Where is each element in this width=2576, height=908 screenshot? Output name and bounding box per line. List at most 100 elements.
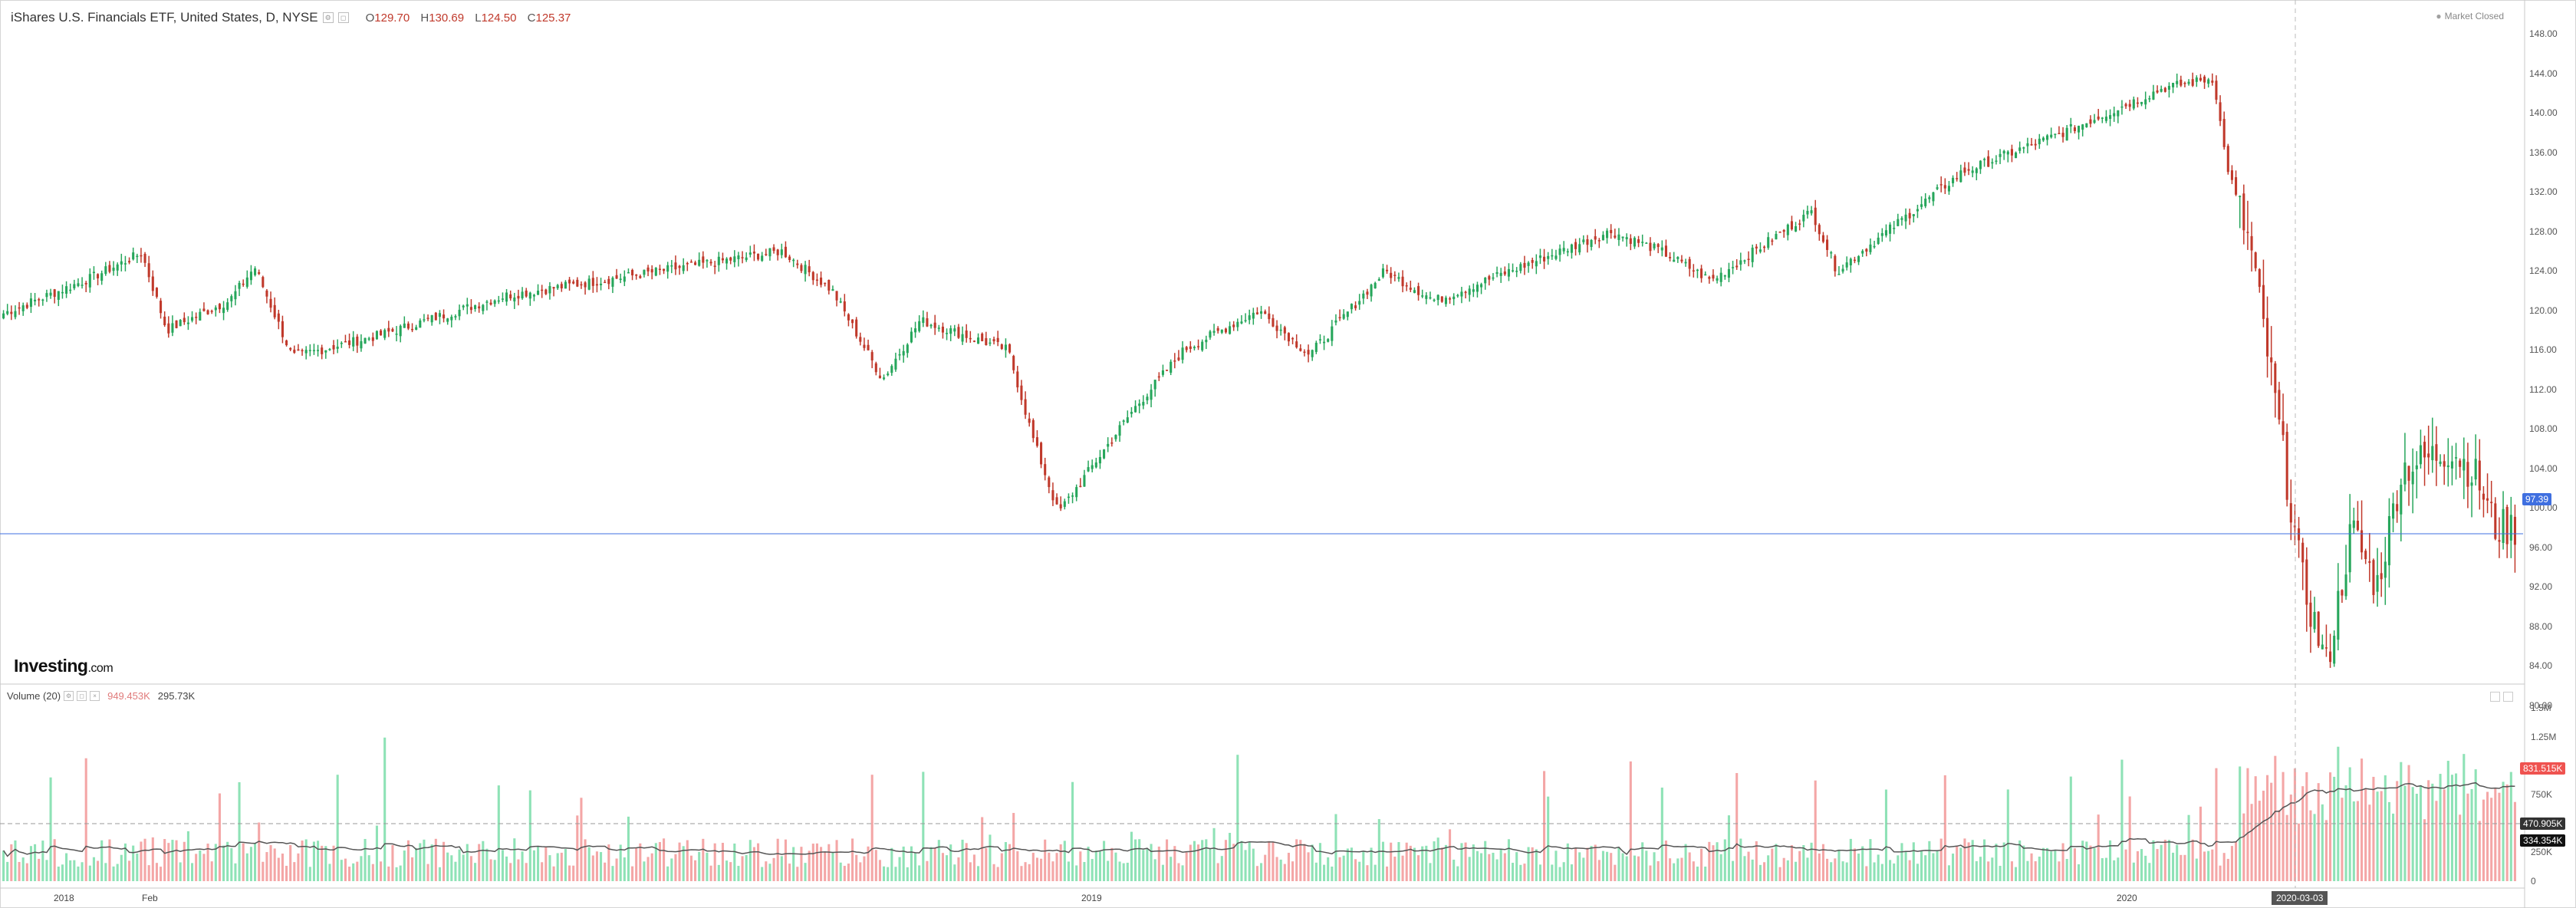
volume-tick-label: 0: [2531, 876, 2536, 887]
candle: [2368, 561, 2371, 563]
volume-settings-icon[interactable]: ⚙: [64, 691, 74, 701]
volume-bar: [1869, 839, 1872, 881]
volume-bar: [1959, 847, 1962, 881]
volume-bar: [1810, 842, 1813, 881]
volume-bar: [2333, 776, 2336, 881]
volume-bar: [340, 860, 343, 881]
volume-bar: [2270, 782, 2273, 881]
candle: [1873, 245, 1876, 248]
candle: [2392, 503, 2395, 519]
candle: [698, 259, 701, 266]
candle: [1775, 234, 1778, 240]
volume-bar: [914, 853, 917, 881]
settings-icon[interactable]: ⚙: [322, 12, 334, 23]
candle: [230, 296, 233, 301]
candle: [482, 304, 485, 311]
volume-bar: [332, 845, 335, 881]
candle: [902, 350, 905, 356]
volume-bar: [2466, 793, 2469, 881]
volume-bar: [183, 841, 186, 881]
volume-bar: [2191, 839, 2194, 881]
candle: [317, 350, 320, 351]
volume-bar: [894, 867, 897, 881]
volume-bar: [646, 857, 650, 881]
candle: [1763, 246, 1766, 248]
volume-bar: [1134, 839, 1137, 881]
volume-bar: [1405, 842, 1408, 881]
candle: [1987, 156, 1990, 167]
candle: [2298, 528, 2301, 541]
volume-bar: [1755, 841, 1758, 881]
candle: [411, 328, 414, 331]
candle: [1464, 291, 1467, 294]
volume-bar: [1904, 850, 1907, 881]
candle: [466, 304, 469, 307]
volume-bar: [1370, 847, 1373, 881]
candle: [1755, 246, 1758, 248]
candle: [167, 323, 170, 334]
candle: [1291, 337, 1295, 340]
candle: [1354, 305, 1357, 308]
volume-bar: [1409, 845, 1412, 881]
candle: [222, 308, 225, 314]
volume-bar: [380, 861, 383, 881]
candle: [2061, 133, 2064, 137]
candle: [1664, 245, 1667, 257]
candle: [100, 273, 104, 281]
candle: [1240, 321, 1243, 324]
candle: [2018, 147, 2022, 151]
candle: [2324, 647, 2328, 649]
candle: [97, 274, 100, 278]
volume-bar: [18, 861, 21, 881]
candle: [1570, 244, 1573, 253]
volume-bar: [1606, 851, 1609, 881]
volume-bar: [301, 841, 304, 881]
volume-bar: [674, 854, 677, 881]
candle: [643, 269, 646, 275]
hide-icon[interactable]: ◻: [337, 12, 349, 23]
candle: [1645, 242, 1648, 244]
volume-bar: [2046, 847, 2049, 881]
volume-bar: [2073, 848, 2076, 881]
candle: [1680, 259, 1683, 262]
pane-maximize-icon[interactable]: [2490, 692, 2500, 702]
volume-bar: [143, 838, 146, 881]
volume-bar: [1295, 839, 1298, 881]
volume-bar: [1826, 858, 1829, 881]
candle: [2207, 79, 2210, 84]
candle: [57, 291, 60, 300]
volume-bar: [910, 846, 913, 881]
candle: [84, 282, 87, 285]
volume-bar: [1877, 854, 1880, 881]
candle: [1696, 269, 1699, 271]
pane-close-icon[interactable]: [2503, 692, 2513, 702]
volume-bar: [2478, 821, 2481, 881]
volume-bar: [293, 862, 296, 881]
candle: [1370, 285, 1373, 297]
candle: [1947, 186, 1950, 192]
candle: [1790, 221, 1793, 230]
volume-bar: [2372, 776, 2375, 881]
volume-hide-icon[interactable]: ◻: [77, 691, 87, 701]
candle: [242, 283, 245, 285]
candle: [725, 258, 729, 264]
volume-bar: [2041, 847, 2045, 881]
volume-bar: [1558, 867, 1561, 881]
volume-bar: [2148, 863, 2151, 881]
volume-close-icon[interactable]: ×: [90, 691, 100, 701]
candle: [2301, 542, 2305, 563]
candle: [2136, 102, 2139, 104]
candle: [1138, 403, 1141, 406]
volume-bar: [1272, 842, 1275, 881]
candle: [788, 256, 791, 260]
candle: [1586, 239, 1589, 245]
volume-bar: [328, 864, 331, 881]
candle: [1743, 260, 1746, 262]
candle: [1932, 192, 1935, 202]
candle: [128, 261, 131, 263]
volume-tick-label: 1.5M: [2531, 702, 2551, 713]
volume-bar: [1279, 859, 1282, 881]
volume-bar: [1334, 814, 1337, 881]
volume-bar: [442, 841, 446, 881]
